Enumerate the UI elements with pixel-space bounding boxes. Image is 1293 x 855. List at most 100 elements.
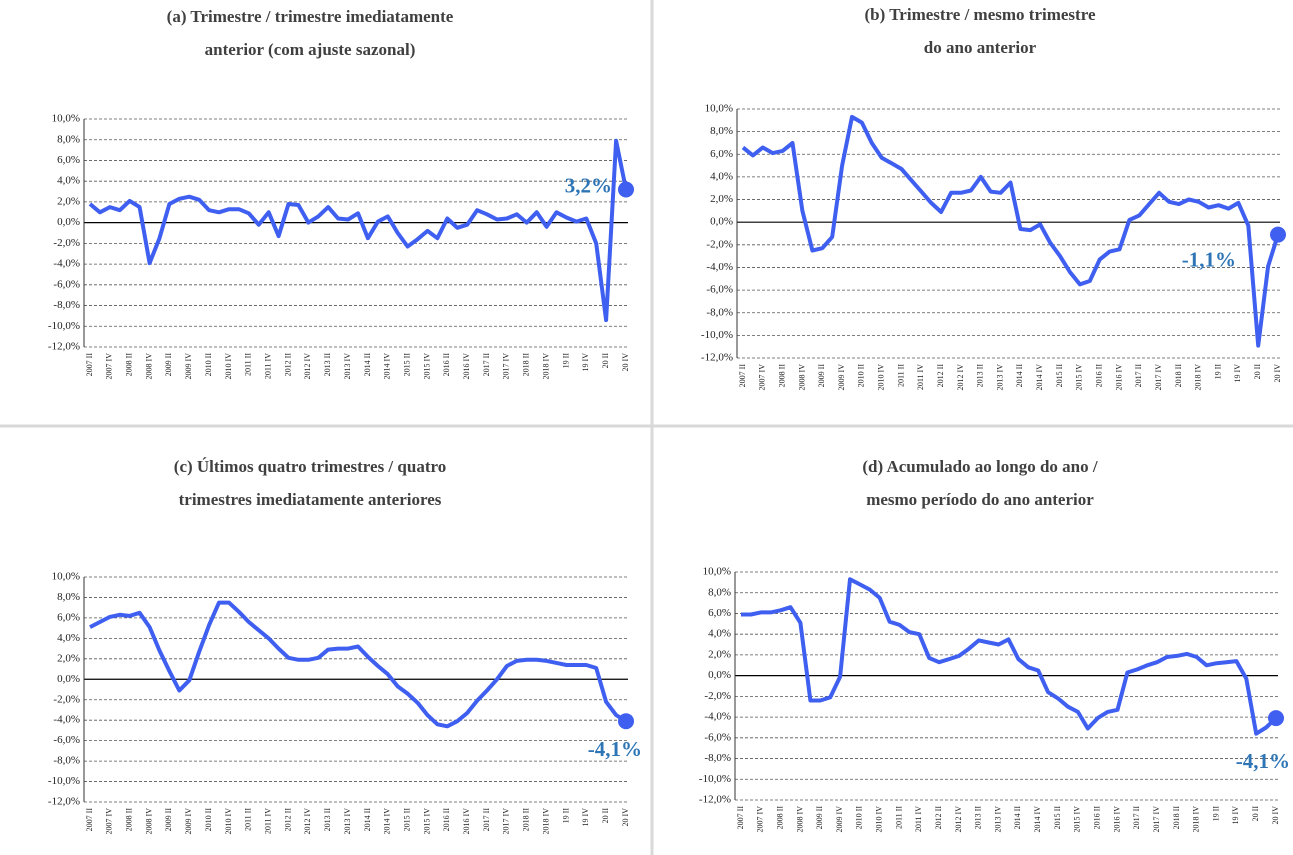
- y-tick-label: -12,0%: [48, 341, 80, 353]
- x-tick-label: 2009 IV: [184, 353, 193, 380]
- chart-title: (a) Trimestre / trimestre imediatamente: [167, 7, 454, 26]
- x-tick-label: 2015 IV: [1075, 364, 1084, 391]
- y-tick-label: -4,0%: [704, 711, 731, 723]
- x-tick-label: 2017 IV: [502, 808, 511, 835]
- y-tick-label: -6,0%: [53, 278, 80, 290]
- y-tick-label: -2,0%: [706, 238, 733, 250]
- y-tick-label: 6,0%: [57, 611, 80, 623]
- y-tick-label: 0,0%: [710, 216, 733, 228]
- chart-title: anterior (com ajuste sazonal): [205, 40, 416, 59]
- x-tick-label: 2016 II: [442, 808, 451, 832]
- x-tick-label: 2007 II: [85, 353, 94, 377]
- end-marker: [1270, 226, 1286, 243]
- x-tick-label: 2018 IV: [541, 808, 550, 835]
- x-tick-label: 2009 II: [817, 364, 826, 388]
- x-tick-label: 19 IV: [581, 353, 590, 372]
- x-tick-label: 2014 IV: [383, 353, 392, 380]
- x-tick-label: 2008 II: [775, 806, 784, 830]
- x-tick-label: 2012 IV: [954, 806, 963, 833]
- x-tick-label: 2007 IV: [756, 806, 765, 833]
- x-tick-label: 2007 IV: [105, 808, 114, 835]
- x-tick-label: 19 II: [561, 808, 570, 824]
- x-tick-label: 2008 IV: [144, 353, 153, 380]
- y-tick-label: -6,0%: [704, 731, 731, 743]
- x-tick-label: 19 II: [1213, 364, 1222, 380]
- x-tick-label: 2008 II: [777, 364, 786, 388]
- value-label: -4,1%: [588, 737, 642, 761]
- x-tick-label: 2010 II: [204, 353, 213, 377]
- y-tick-label: 4,0%: [708, 628, 731, 640]
- y-tick-label: -10,0%: [699, 773, 731, 785]
- x-tick-label: 2010 II: [857, 364, 866, 388]
- x-tick-label: 2016 IV: [462, 808, 471, 835]
- x-tick-label: 2018 IV: [541, 353, 550, 380]
- x-tick-label: 2014 IV: [383, 808, 392, 835]
- x-tick-label: 2018 IV: [1194, 364, 1203, 391]
- x-tick-label: 2009 II: [815, 806, 824, 830]
- x-tick-label: 19 II: [1211, 806, 1220, 822]
- x-tick-label: 2012 IV: [303, 808, 312, 835]
- x-tick-label: 2012 II: [283, 808, 292, 832]
- x-tick-label: 2007 II: [85, 808, 94, 832]
- end-marker: [1268, 710, 1284, 727]
- y-tick-label: 2,0%: [57, 195, 80, 207]
- y-tick-label: 10,0%: [703, 566, 731, 578]
- x-tick-label: 2009 IV: [184, 808, 193, 835]
- y-tick-label: 0,0%: [708, 669, 731, 681]
- x-tick-label: 2012 II: [934, 806, 943, 830]
- x-tick-label: 2014 II: [1013, 806, 1022, 830]
- x-tick-label: 2013 II: [976, 364, 985, 388]
- x-tick-label: 2016 IV: [462, 353, 471, 380]
- end-marker: [618, 181, 634, 198]
- x-tick-label: 2011 II: [244, 353, 253, 376]
- series-line: [88, 138, 628, 323]
- chart-title: (d) Acumulado ao longo do ano /: [862, 457, 1097, 476]
- x-tick-label: 2014 IV: [1033, 806, 1042, 833]
- y-tick-label: 2,0%: [57, 652, 80, 664]
- x-tick-label: 2017 IV: [502, 353, 511, 380]
- x-tick-label: 2017 II: [1134, 364, 1143, 388]
- value-label: 3,2%: [565, 173, 612, 197]
- x-tick-label: 2008 IV: [797, 364, 806, 391]
- x-tick-label: 2015 II: [402, 353, 411, 377]
- x-tick-label: 19 IV: [581, 808, 590, 827]
- x-tick-label: 20 IV: [621, 808, 630, 827]
- y-tick-label: 8,0%: [57, 591, 80, 603]
- x-tick-label: 2014 II: [363, 808, 372, 832]
- x-tick-label: 2009 II: [164, 353, 173, 377]
- x-tick-label: 2008 II: [125, 353, 134, 377]
- x-tick-label: 2017 II: [482, 808, 491, 832]
- x-tick-label: 2013 II: [323, 353, 332, 377]
- y-tick-label: -2,0%: [53, 237, 80, 249]
- value-label: -4,1%: [1236, 749, 1290, 773]
- x-tick-label: 2008 IV: [795, 806, 804, 833]
- y-tick-label: 10,0%: [705, 103, 733, 115]
- x-tick-label: 2013 IV: [995, 364, 1004, 391]
- x-tick-label: 2018 II: [1172, 806, 1181, 830]
- y-tick-label: -4,0%: [706, 261, 733, 273]
- x-tick-label: 2018 II: [1174, 364, 1183, 388]
- y-tick-label: 0,0%: [57, 673, 80, 685]
- x-tick-label: 2011 II: [896, 364, 905, 387]
- chart-title: (c) Últimos quatro trimestres / quatro: [174, 457, 446, 476]
- y-tick-label: -8,0%: [706, 306, 733, 318]
- y-tick-label: -6,0%: [53, 734, 80, 746]
- x-tick-label: 2011 II: [894, 806, 903, 829]
- x-tick-label: 2013 II: [974, 806, 983, 830]
- x-tick-label: 19 IV: [1231, 806, 1240, 825]
- y-tick-label: -8,0%: [53, 755, 80, 767]
- x-tick-label: 2015 IV: [422, 353, 431, 380]
- y-tick-label: -12,0%: [48, 796, 80, 808]
- y-tick-label: 2,0%: [708, 648, 731, 660]
- y-tick-label: -12,0%: [701, 352, 733, 364]
- x-tick-label: 2015 II: [1055, 364, 1064, 388]
- x-tick-label: 20 IV: [621, 353, 630, 372]
- x-tick-label: 2017 II: [1132, 806, 1141, 830]
- x-tick-label: 2018 II: [522, 808, 531, 832]
- x-tick-label: 2017 IV: [1154, 364, 1163, 391]
- y-tick-label: 4,0%: [57, 175, 80, 187]
- y-tick-label: -12,0%: [699, 794, 731, 806]
- chart-title: trimestres imediatamente anteriores: [179, 490, 442, 509]
- chart-title: mesmo período do ano anterior: [866, 490, 1094, 509]
